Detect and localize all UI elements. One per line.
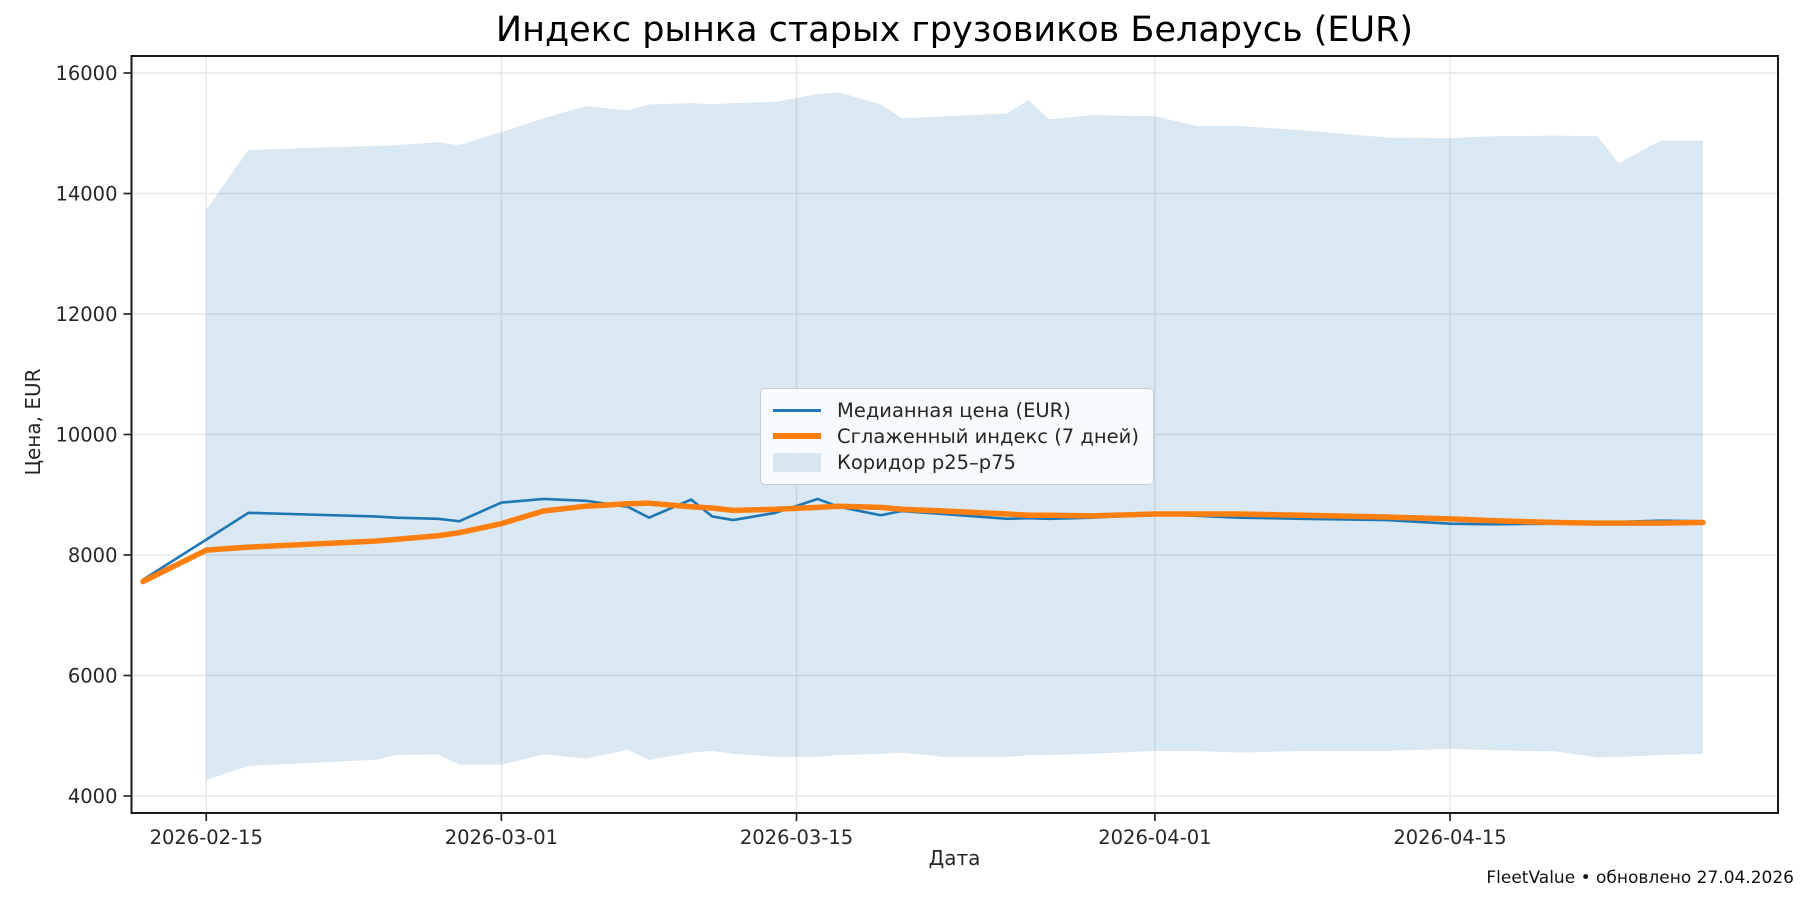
x-axis-label: Дата <box>928 846 981 870</box>
legend: Медианная цена (EUR) Сглаженный индекс (… <box>760 388 1154 485</box>
legend-swatch-smoothed-line <box>773 433 821 440</box>
y-tick-label: 6000 <box>68 665 118 688</box>
x-tick-label: 2026-02-15 <box>150 826 263 849</box>
legend-item-median: Медианная цена (EUR) <box>773 397 1141 423</box>
y-tick-label: 8000 <box>68 544 118 567</box>
x-tick-label: 2026-04-01 <box>1098 826 1211 849</box>
y-tick-label: 14000 <box>55 183 117 206</box>
legend-swatch-median-line <box>773 408 821 412</box>
x-tick-label: 2026-03-15 <box>740 826 853 849</box>
legend-swatch-band <box>773 453 821 473</box>
median-line <box>141 497 1705 582</box>
x-tick-label: 2026-04-15 <box>1393 826 1506 849</box>
legend-item-smoothed: Сглаженный индекс (7 дней) <box>773 423 1141 449</box>
legend-label-smoothed: Сглаженный индекс (7 дней) <box>837 424 1139 448</box>
footer-attribution: FleetValue • обновлено 27.04.2026 <box>1486 868 1794 888</box>
smoothed-line <box>140 500 1706 585</box>
chart-title: Индекс рынка старых грузовиков Беларусь … <box>495 10 1414 50</box>
y-tick-label: 16000 <box>55 62 117 85</box>
y-tick-label: 4000 <box>68 785 118 808</box>
y-tick-label: 12000 <box>55 303 117 326</box>
legend-label-band: Коридор p25–p75 <box>837 451 1016 475</box>
y-tick-label: 10000 <box>55 424 117 447</box>
legend-item-band: Коридор p25–p75 <box>773 450 1141 476</box>
x-tick-label: 2026-03-01 <box>445 826 558 849</box>
legend-label-median: Медианная цена (EUR) <box>837 398 1071 422</box>
